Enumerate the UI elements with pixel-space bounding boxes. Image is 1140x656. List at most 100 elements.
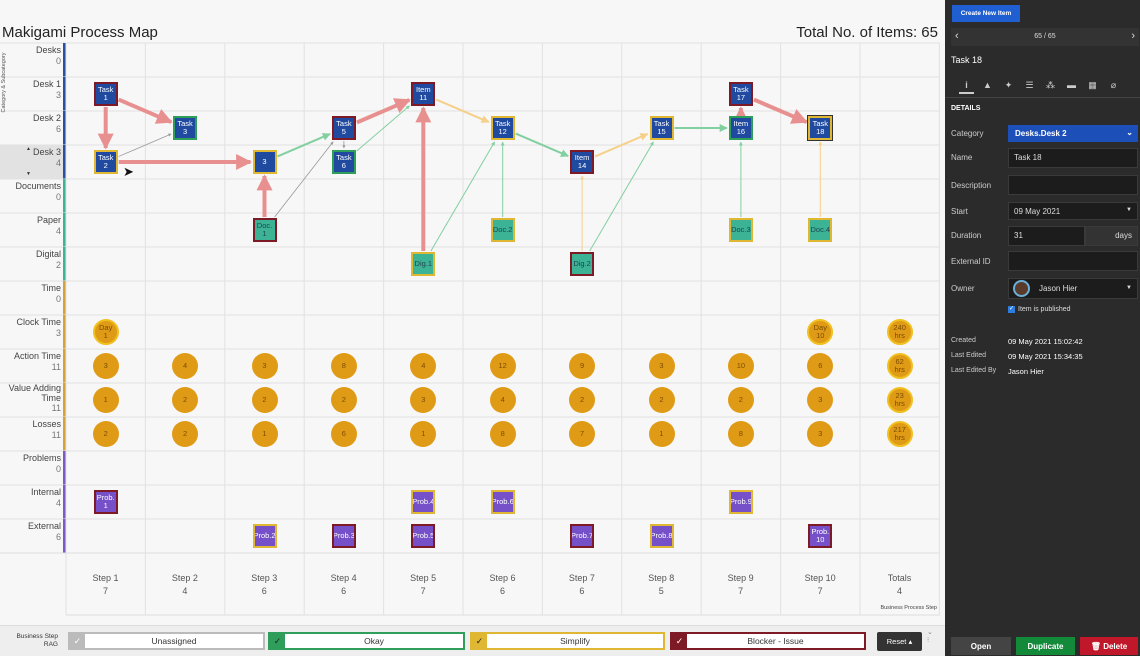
metric-circle[interactable]: 3: [807, 421, 834, 447]
step-header[interactable]: Step 5 7: [384, 572, 463, 598]
metric-circle[interactable]: 4: [172, 353, 199, 379]
row-label[interactable]: Problems 0: [0, 453, 61, 475]
step-header[interactable]: Step 2 4: [145, 572, 224, 598]
step-header[interactable]: Step 9 7: [701, 572, 780, 598]
metric-circle[interactable]: 2: [569, 387, 596, 413]
attachment-icon[interactable]: ⌀: [1110, 80, 1117, 90]
problem-node[interactable]: Prob.6: [490, 490, 515, 514]
step-header[interactable]: Step 3 6: [225, 572, 304, 598]
name-input[interactable]: Task 18: [1008, 148, 1138, 168]
problem-node[interactable]: Prob.3: [331, 524, 356, 548]
row-label[interactable]: Value Adding Time 11: [0, 383, 61, 413]
metric-circle[interactable]: 3: [648, 353, 675, 379]
metric-circle[interactable]: 3: [410, 387, 437, 413]
metric-circle[interactable]: 1: [410, 421, 437, 447]
metric-circle[interactable]: 9: [569, 353, 596, 379]
problem-node[interactable]: Prob. 10: [808, 524, 833, 548]
expand-icon[interactable]: ⌄ ⁝: [927, 629, 933, 644]
problem-node[interactable]: Prob.9: [728, 490, 753, 514]
task-node[interactable]: 3: [252, 150, 277, 174]
published-checkbox[interactable]: ✓ Item is published: [1008, 306, 1071, 313]
metric-circle[interactable]: 240 hrs: [886, 319, 913, 345]
document-node[interactable]: Doc.3: [728, 218, 753, 242]
row-label[interactable]: Internal 4: [0, 487, 61, 509]
duplicate-button[interactable]: Duplicate: [1016, 637, 1075, 655]
document-node[interactable]: Doc. 1: [252, 218, 277, 242]
metric-circle[interactable]: 3: [807, 387, 834, 413]
metric-circle[interactable]: 3: [251, 353, 278, 379]
metric-circle[interactable]: 8: [489, 421, 516, 447]
task-node[interactable]: Task 15: [649, 116, 674, 140]
task-node[interactable]: Item 11: [411, 82, 436, 106]
metric-circle[interactable]: 23 hrs: [886, 387, 913, 413]
metric-circle[interactable]: 12: [489, 353, 516, 379]
problem-node[interactable]: Prob.7: [570, 524, 595, 548]
row-label[interactable]: Clock Time 3: [0, 317, 61, 339]
metric-circle[interactable]: 7: [569, 421, 596, 447]
metric-circle[interactable]: 4: [410, 353, 437, 379]
metric-circle[interactable]: 2: [172, 421, 199, 447]
task-node[interactable]: Task 3: [173, 116, 198, 140]
owner-select[interactable]: Jason Hier ▼: [1008, 278, 1138, 299]
pointer-icon[interactable]: ✦: [1004, 80, 1013, 90]
step-header[interactable]: Step 4 6: [304, 572, 383, 598]
metric-circle[interactable]: 6: [807, 353, 834, 379]
metric-circle[interactable]: 2: [251, 387, 278, 413]
next-icon[interactable]: ›: [1131, 30, 1135, 42]
step-header[interactable]: Step 7 6: [542, 572, 621, 598]
reset-button[interactable]: Reset ▴: [877, 632, 922, 651]
rag-simplify-button[interactable]: ✓ Simplify: [470, 632, 665, 650]
metric-circle[interactable]: 10: [727, 353, 754, 379]
delete-button[interactable]: 🗑 Delete: [1080, 637, 1138, 655]
metric-circle[interactable]: 4: [489, 387, 516, 413]
prev-icon[interactable]: ‹: [955, 30, 959, 42]
row-label[interactable]: Action Time 11: [0, 351, 61, 373]
task-node[interactable]: Item 14: [570, 150, 595, 174]
hierarchy-icon[interactable]: ⁂: [1046, 80, 1055, 90]
metric-circle[interactable]: 2: [648, 387, 675, 413]
metric-circle[interactable]: 2: [172, 387, 199, 413]
row-move-up-icon[interactable]: ▲: [26, 146, 31, 152]
step-header[interactable]: Step 10 7: [781, 572, 860, 598]
metric-circle[interactable]: 62 hrs: [886, 353, 913, 379]
layout-icon[interactable]: ▦: [1088, 80, 1097, 90]
metric-circle[interactable]: 1: [648, 421, 675, 447]
rag-blocker-button[interactable]: ✓ Blocker - Issue: [670, 632, 866, 650]
rag-unassigned-button[interactable]: ✓ Unassigned: [68, 632, 265, 650]
problem-node[interactable]: Prob. 1: [93, 490, 118, 514]
document-node[interactable]: Doc.2: [490, 218, 515, 242]
metric-circle[interactable]: 3: [92, 353, 119, 379]
problem-node[interactable]: Prob.2: [252, 524, 277, 548]
metric-circle[interactable]: Day 10: [807, 319, 834, 345]
metric-circle[interactable]: 2: [727, 387, 754, 413]
metric-circle[interactable]: 1: [92, 387, 119, 413]
metric-circle[interactable]: 8: [330, 353, 357, 379]
row-label[interactable]: Losses 11: [0, 419, 61, 441]
task-node[interactable]: Task 5: [331, 116, 356, 140]
metric-circle[interactable]: 217 hrs: [886, 421, 913, 447]
metric-circle[interactable]: 6: [330, 421, 357, 447]
problem-node[interactable]: Prob.5: [411, 524, 436, 548]
step-header[interactable]: Step 8 5: [622, 572, 701, 598]
task-node[interactable]: Item 16: [728, 116, 753, 140]
row-label[interactable]: Time 0: [0, 283, 61, 305]
step-header[interactable]: Step 6 6: [463, 572, 542, 598]
row-move-down-icon[interactable]: ▼: [26, 171, 31, 177]
metric-circle[interactable]: 2: [92, 421, 119, 447]
task-node[interactable]: Task 12: [490, 116, 515, 140]
problem-node[interactable]: Prob.8: [649, 524, 674, 548]
image-icon[interactable]: ▲: [983, 80, 992, 90]
document-node[interactable]: Dig.2: [570, 252, 595, 276]
step-header[interactable]: Step 1 7: [66, 572, 145, 598]
rag-okay-button[interactable]: ✓ Okay: [268, 632, 465, 650]
metric-circle[interactable]: 1: [251, 421, 278, 447]
task-node[interactable]: Task 18: [807, 115, 834, 141]
task-node[interactable]: Task 6: [331, 150, 356, 174]
document-node[interactable]: Dig.1: [411, 252, 436, 276]
problem-node[interactable]: Prob.4: [411, 490, 436, 514]
metric-circle[interactable]: 8: [727, 421, 754, 447]
row-label[interactable]: Paper 4: [0, 215, 61, 237]
step-header[interactable]: Totals 4: [860, 572, 939, 598]
